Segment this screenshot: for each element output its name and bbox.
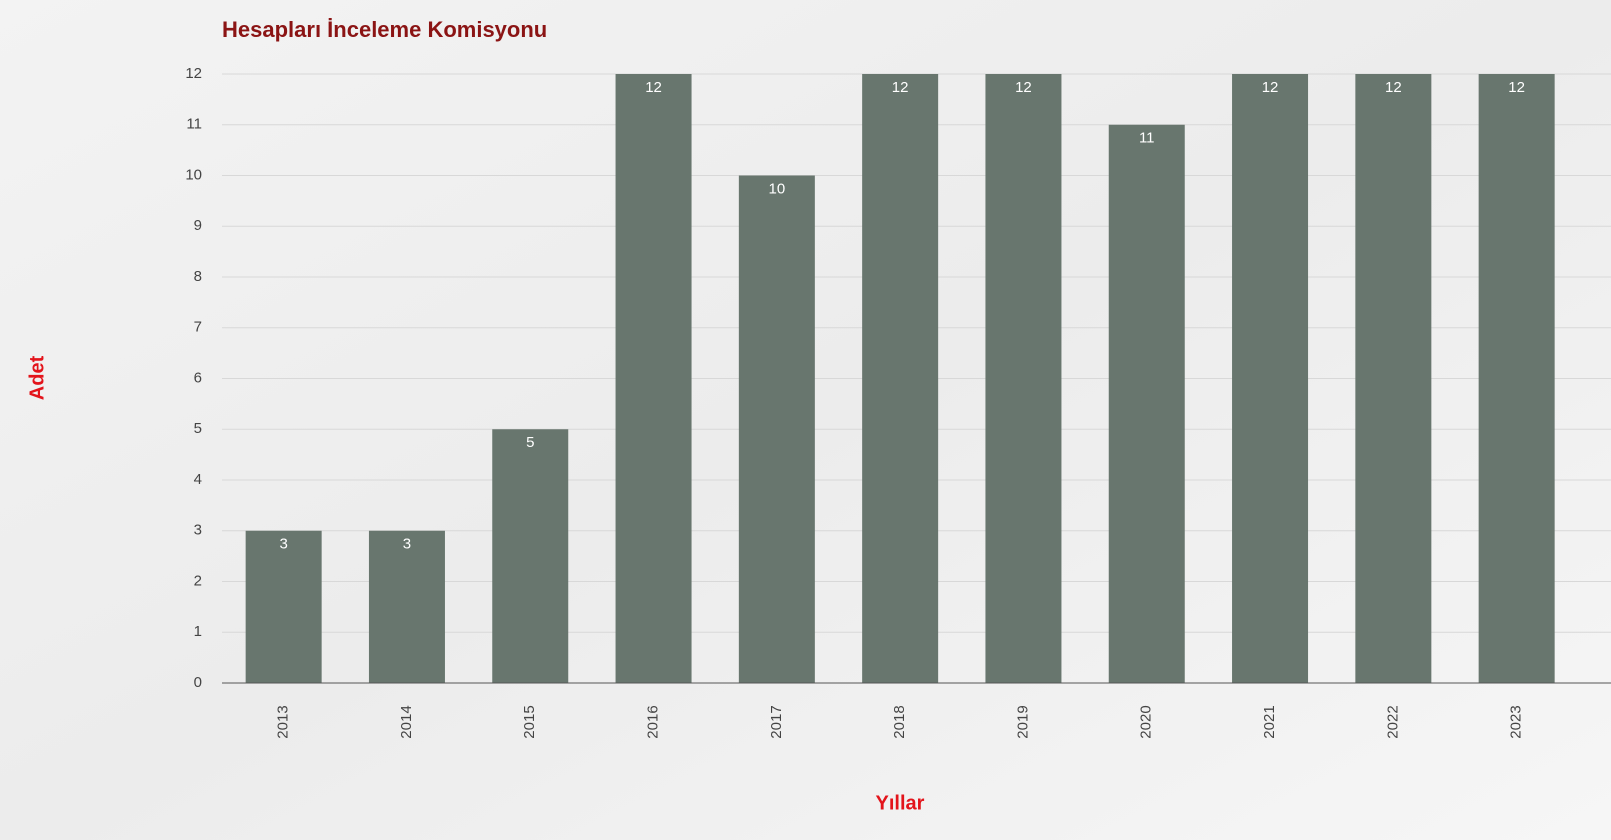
bar: [739, 176, 815, 684]
y-tick-label: 2: [194, 572, 202, 589]
y-tick-label: 4: [194, 471, 202, 488]
x-tick-label: 2020: [1138, 705, 1155, 738]
x-tick-label: 2023: [1508, 705, 1525, 738]
data-label: 11: [1139, 130, 1155, 147]
bar: [616, 74, 692, 683]
data-label: 12: [892, 79, 909, 96]
x-axis-title: Yıllar: [876, 792, 925, 814]
data-label: 12: [1015, 79, 1032, 96]
x-tick-label: 2013: [275, 705, 292, 738]
y-tick-label: 8: [194, 268, 202, 285]
x-tick-label: 2019: [1014, 705, 1031, 738]
bar: [369, 531, 445, 683]
bar: [985, 74, 1061, 683]
x-tick-label: 2021: [1261, 705, 1278, 738]
data-label: 12: [645, 79, 662, 96]
x-tick-label: 2014: [398, 705, 415, 738]
bar: [1109, 125, 1185, 683]
data-label: 12: [1262, 79, 1279, 96]
bar: [1355, 74, 1431, 683]
x-tick-label: 2015: [521, 705, 538, 738]
data-label: 12: [1508, 79, 1525, 96]
bar: [492, 429, 568, 683]
y-tick-label: 10: [185, 166, 202, 183]
y-tick-label: 0: [194, 674, 202, 691]
x-tick-label: 2022: [1384, 705, 1401, 738]
bar: [1479, 74, 1555, 683]
x-tick-label: 2018: [891, 705, 908, 738]
y-tick-label: 11: [186, 116, 202, 133]
chart-title: Hesapları İnceleme Komisyonu: [222, 17, 547, 42]
x-tick-label: 2016: [645, 705, 662, 738]
y-tick-label: 12: [185, 65, 202, 82]
y-tick-label: 6: [194, 369, 202, 386]
data-label: 5: [526, 434, 534, 451]
bar: [246, 531, 322, 683]
y-tick-label: 7: [194, 319, 202, 336]
data-label: 12: [1385, 79, 1402, 96]
data-label: 3: [279, 536, 287, 553]
data-label: 10: [769, 180, 786, 197]
page: Hesapları İnceleme Komisyonu Adet Yıllar…: [0, 0, 1611, 840]
data-label: 3: [403, 536, 411, 553]
chart: Hesapları İnceleme Komisyonu Adet Yıllar…: [0, 0, 1611, 840]
x-tick-label: 2017: [768, 705, 785, 738]
y-tick-label: 9: [194, 217, 202, 234]
y-tick-label: 5: [194, 420, 202, 437]
bar: [1232, 74, 1308, 683]
y-axis-title: Adet: [26, 355, 48, 400]
y-tick-label: 1: [194, 623, 202, 640]
bar: [862, 74, 938, 683]
y-tick-label: 3: [194, 522, 202, 539]
